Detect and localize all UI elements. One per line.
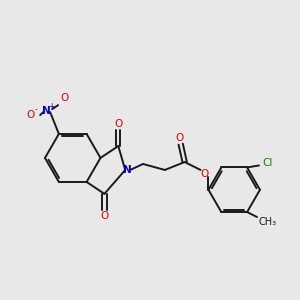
Text: N: N bbox=[123, 165, 132, 175]
Text: O: O bbox=[26, 110, 34, 120]
Text: O: O bbox=[61, 93, 69, 103]
Text: Cl: Cl bbox=[263, 158, 273, 169]
Text: O: O bbox=[114, 119, 122, 129]
Text: O: O bbox=[200, 169, 208, 179]
Text: N: N bbox=[42, 106, 50, 116]
Text: O: O bbox=[100, 211, 109, 220]
Text: +: + bbox=[48, 102, 54, 111]
Text: CH₃: CH₃ bbox=[259, 217, 277, 227]
Text: O: O bbox=[176, 133, 184, 143]
Text: -: - bbox=[35, 106, 38, 115]
